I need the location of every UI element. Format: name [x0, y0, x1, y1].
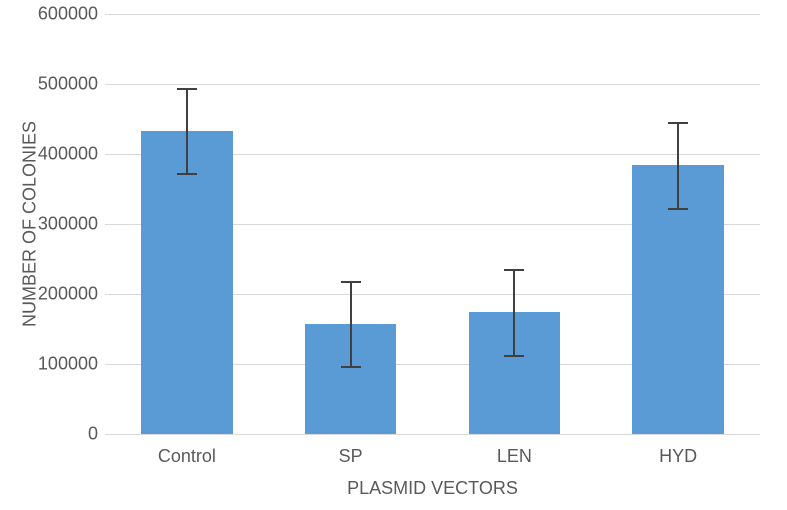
plot-area [105, 14, 760, 434]
y-tick-label: 500000 [38, 74, 98, 95]
bar [141, 131, 233, 434]
x-tick-label: LEN [497, 446, 532, 467]
chart-container: NUMBER OF COLONIES PLASMID VECTORS 01000… [0, 0, 787, 510]
y-tick-label: 600000 [38, 4, 98, 25]
x-axis-title: PLASMID VECTORS [347, 478, 518, 499]
bar [305, 324, 397, 434]
x-tick-label: Control [158, 446, 216, 467]
y-tick-label: 0 [88, 424, 98, 445]
y-tick-label: 100000 [38, 354, 98, 375]
gridline [105, 14, 760, 15]
y-tick-label: 400000 [38, 144, 98, 165]
gridline [105, 84, 760, 85]
bar [632, 165, 724, 434]
x-tick-label: SP [339, 446, 363, 467]
y-tick-label: 200000 [38, 284, 98, 305]
bar [469, 312, 561, 434]
gridline [105, 434, 760, 435]
x-tick-label: HYD [659, 446, 697, 467]
y-tick-label: 300000 [38, 214, 98, 235]
